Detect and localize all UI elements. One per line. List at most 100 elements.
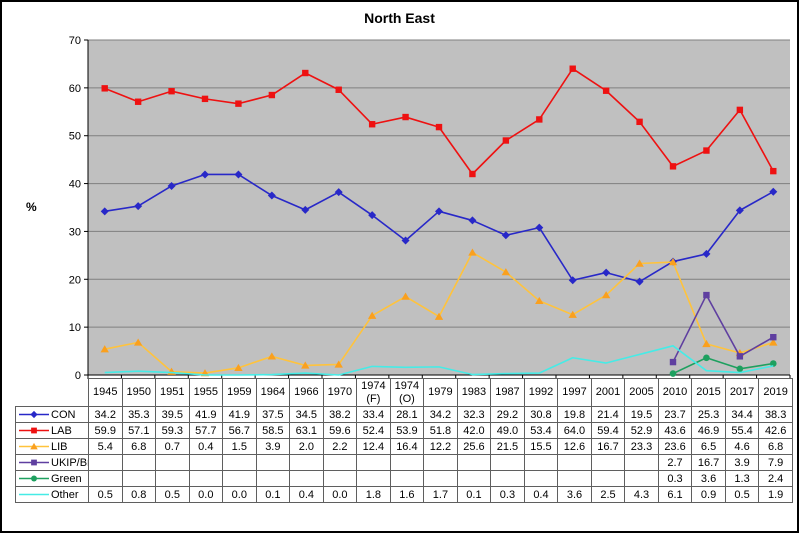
value-cell: 1.5 (222, 438, 257, 455)
value-cell: 0.0 (322, 486, 358, 503)
data-point-marker (668, 258, 678, 266)
value-cell: 0.4 (289, 486, 324, 503)
value-cell: 1.7 (423, 486, 458, 503)
legend-marker-icon (19, 475, 49, 482)
data-point-marker (435, 207, 443, 216)
year-cell: 1950 (121, 378, 157, 407)
value-cell: 34.5 (289, 406, 324, 423)
legend-label: LIB (51, 440, 68, 453)
year-cell: 1964 (255, 378, 291, 407)
table-row: LIB 5.4 6.8 0.7 0.4 1.5 3.9 2.0 2.2 12.4 16.4 12.2 2… (15, 438, 793, 455)
data-point-marker (501, 231, 510, 240)
value-cell: 16.7 (590, 438, 626, 455)
y-tick-label: 50 (69, 131, 81, 143)
value-cell: 34.2 (88, 406, 123, 423)
data-point-marker (469, 170, 476, 178)
data-point-marker (602, 268, 611, 277)
value-cell: 2.5 (590, 486, 626, 503)
y-tick-label: 20 (69, 274, 81, 286)
series-ukip-br (669, 291, 777, 366)
value-cell: 25.6 (456, 438, 492, 455)
y-tick-label: 70 (69, 35, 81, 47)
value-cell (289, 454, 324, 471)
y-tick-label: 0 (75, 370, 81, 382)
value-cell (490, 454, 525, 471)
year-cell: 1987 (490, 378, 525, 407)
value-cell (557, 470, 592, 487)
value-cell: 59.4 (590, 422, 626, 439)
value-cell: 23.3 (624, 438, 659, 455)
value-cell: 3.6 (557, 486, 592, 503)
data-point-marker (635, 259, 644, 267)
chart-title: North East (364, 10, 435, 26)
data-point-marker (31, 475, 37, 482)
value-cell: 6.1 (657, 486, 693, 503)
data-point-marker (30, 442, 38, 450)
value-cell: 4.3 (624, 486, 659, 503)
year-cell: 2015 (691, 378, 726, 407)
legend-marker-icon (19, 493, 49, 496)
legend-label: Green (51, 472, 82, 485)
value-cell: 63.1 (289, 422, 324, 439)
value-cell (222, 454, 257, 471)
value-cell (423, 454, 458, 471)
legend-cell: LAB (15, 422, 89, 439)
value-cell: 38.2 (322, 406, 358, 423)
value-cell: 51.8 (423, 422, 458, 439)
value-cell: 19.8 (557, 406, 592, 423)
value-cell: 0.9 (691, 486, 726, 503)
table-row: UKIP/Br 2.7 16.7 3.9 7.9 (15, 454, 793, 471)
legend-cell: Green (15, 470, 89, 487)
value-cell: 57.7 (188, 422, 224, 439)
value-cell: 64.0 (557, 422, 592, 439)
value-cell: 30.8 (523, 406, 559, 423)
value-cell: 0.3 (490, 486, 525, 503)
value-cell: 39.5 (155, 406, 190, 423)
value-cell: 0.7 (155, 438, 190, 455)
value-cell: 5.4 (88, 438, 123, 455)
value-cell: 49.0 (490, 422, 525, 439)
value-cell: 29.2 (490, 406, 525, 423)
value-cell: 28.1 (389, 406, 425, 423)
value-cell: 0.3 (657, 470, 693, 487)
value-cell: 15.5 (523, 438, 559, 455)
value-cell: 19.5 (624, 406, 659, 423)
value-cell (322, 454, 358, 471)
year-cell: 2017 (724, 378, 760, 407)
value-cell: 2.2 (322, 438, 358, 455)
data-point-marker (536, 116, 543, 123)
data-point-marker (568, 276, 577, 285)
year-cell: 2005 (624, 378, 659, 407)
legend-marker-icon (19, 442, 49, 450)
series-line (672, 294, 774, 363)
value-cell: 35.3 (121, 406, 157, 423)
value-cell (624, 454, 659, 471)
year-cell: 1951 (155, 378, 190, 407)
value-cell (356, 470, 391, 487)
value-cell: 16.7 (691, 454, 726, 471)
data-point-marker (502, 137, 510, 144)
value-cell: 0.5 (88, 486, 123, 503)
value-cell: 1.8 (356, 486, 391, 503)
data-point-marker (769, 360, 777, 367)
data-point-marker (501, 268, 511, 276)
value-cell: 55.4 (724, 422, 760, 439)
data-point-marker (468, 216, 477, 225)
data-point-marker (368, 121, 376, 128)
data-point-marker (301, 205, 310, 214)
value-cell (356, 454, 391, 471)
y-tick-label: 10 (69, 322, 81, 334)
year-cell: 1945 (88, 378, 123, 407)
value-cell: 2.7 (657, 454, 693, 471)
value-cell: 0.8 (121, 486, 157, 503)
value-cell: 59.9 (88, 422, 123, 439)
value-cell: 41.9 (188, 406, 224, 423)
value-cell (88, 454, 123, 471)
legend-label: Other (51, 488, 79, 501)
year-cell: 1955 (188, 378, 224, 407)
value-cell: 0.0 (222, 486, 257, 503)
value-cell (121, 470, 157, 487)
data-point-marker (31, 427, 37, 434)
series-other (104, 345, 774, 376)
data-point-marker (770, 167, 777, 175)
